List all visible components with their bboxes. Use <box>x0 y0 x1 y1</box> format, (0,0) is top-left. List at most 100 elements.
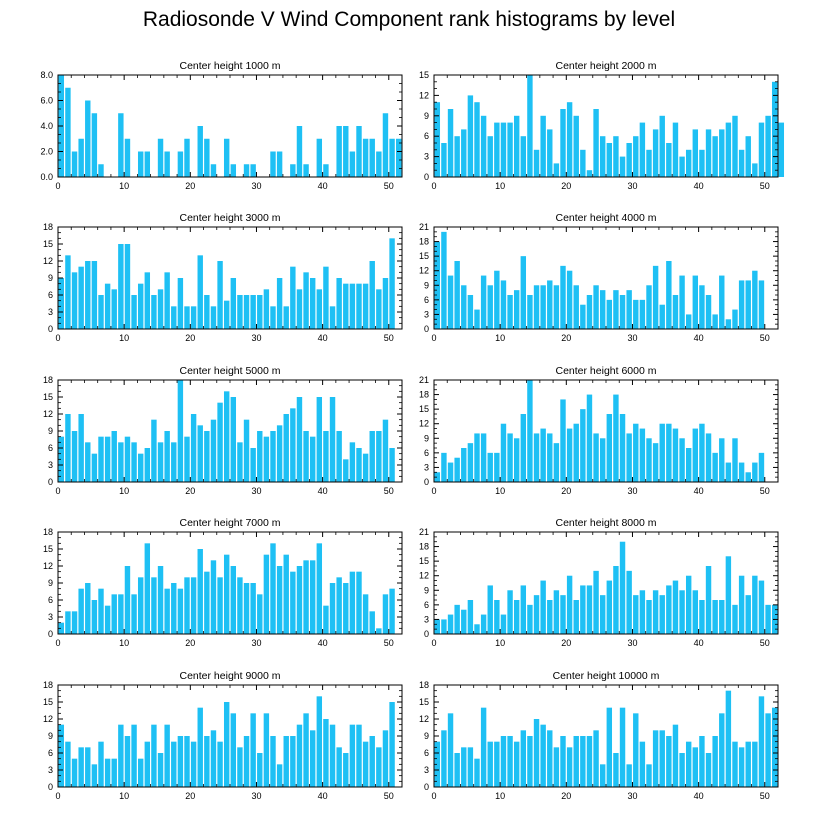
bar <box>474 624 480 634</box>
bar <box>454 457 460 482</box>
bar <box>137 758 144 787</box>
bar <box>646 438 652 482</box>
bar <box>270 306 276 329</box>
bar <box>527 604 533 634</box>
panel-title: Center height 10000 m <box>553 670 660 682</box>
y-tick-label: 6 <box>48 595 53 605</box>
y-tick-label: 3 <box>424 152 429 162</box>
y-tick-label: 6 <box>424 131 429 141</box>
y-tick-label: 18 <box>419 680 429 690</box>
bar <box>144 741 151 787</box>
bar <box>765 713 771 787</box>
bar <box>349 151 356 177</box>
bar <box>250 713 256 787</box>
bar <box>164 724 170 787</box>
x-tick-label: 10 <box>119 486 129 496</box>
bar <box>349 442 356 482</box>
x-tick-label: 50 <box>760 638 770 648</box>
bar <box>646 149 652 177</box>
bar <box>323 605 329 634</box>
bar <box>91 600 98 634</box>
bar <box>78 266 84 329</box>
bar <box>376 628 382 634</box>
bar <box>151 724 157 787</box>
bar <box>250 448 256 482</box>
bar <box>296 126 303 177</box>
y-tick-label: 0 <box>424 324 429 334</box>
bar <box>619 156 626 177</box>
bar <box>210 306 217 329</box>
x-tick-label: 20 <box>561 181 571 191</box>
bar <box>263 554 270 634</box>
bar <box>303 164 309 177</box>
bar <box>91 453 98 482</box>
bar <box>58 724 65 787</box>
bar <box>104 605 111 634</box>
y-tick-label: 15 <box>419 697 429 707</box>
bar <box>283 736 289 787</box>
x-tick-label: 40 <box>318 181 328 191</box>
bar <box>356 724 362 787</box>
bar <box>131 724 137 787</box>
bar <box>666 423 672 482</box>
bar <box>171 741 177 787</box>
bar <box>752 462 758 482</box>
bar <box>633 423 639 482</box>
bar <box>362 283 369 329</box>
bar <box>461 285 467 329</box>
bar <box>461 747 467 787</box>
bar <box>738 747 745 787</box>
x-tick-label: 20 <box>185 638 195 648</box>
bar <box>382 278 389 329</box>
bar <box>732 309 738 329</box>
bar <box>480 614 487 634</box>
bar <box>184 577 190 634</box>
bar <box>593 730 599 787</box>
bar <box>745 472 751 482</box>
bar <box>303 272 309 329</box>
bar <box>395 138 402 177</box>
y-tick-label: 12 <box>419 571 429 581</box>
bar <box>461 129 467 177</box>
bar <box>520 730 527 787</box>
bar <box>98 295 104 329</box>
x-tick-label: 40 <box>318 486 328 496</box>
y-tick-label: 18 <box>43 680 53 690</box>
bar <box>71 611 78 634</box>
bar <box>217 741 223 787</box>
bar <box>580 736 586 787</box>
bar <box>454 604 460 634</box>
bar <box>685 448 692 482</box>
bar <box>276 425 283 482</box>
bar <box>111 289 117 329</box>
y-tick-label: 18 <box>43 375 53 385</box>
bar <box>553 163 560 177</box>
bar <box>243 295 250 329</box>
x-tick-label: 40 <box>694 486 704 496</box>
bar <box>586 295 593 329</box>
bar <box>599 290 606 329</box>
bar <box>303 713 309 787</box>
y-tick-label: 18 <box>43 222 53 232</box>
x-tick-label: 20 <box>185 791 195 801</box>
bar <box>573 600 579 634</box>
bar <box>369 611 375 634</box>
bar <box>533 595 540 634</box>
bar <box>547 600 553 634</box>
bar <box>533 285 540 329</box>
bar <box>507 122 513 177</box>
bar <box>177 278 184 329</box>
x-tick-label: 30 <box>627 181 637 191</box>
bar <box>666 143 672 177</box>
bar <box>566 428 573 482</box>
bar <box>217 261 223 329</box>
bar <box>171 583 177 634</box>
x-tick-label: 30 <box>627 791 637 801</box>
bar <box>369 261 375 329</box>
bar <box>500 423 507 482</box>
bar <box>540 724 546 787</box>
bar <box>204 431 210 482</box>
bar <box>725 462 732 482</box>
x-tick-label: 20 <box>185 486 195 496</box>
bar <box>78 588 84 634</box>
